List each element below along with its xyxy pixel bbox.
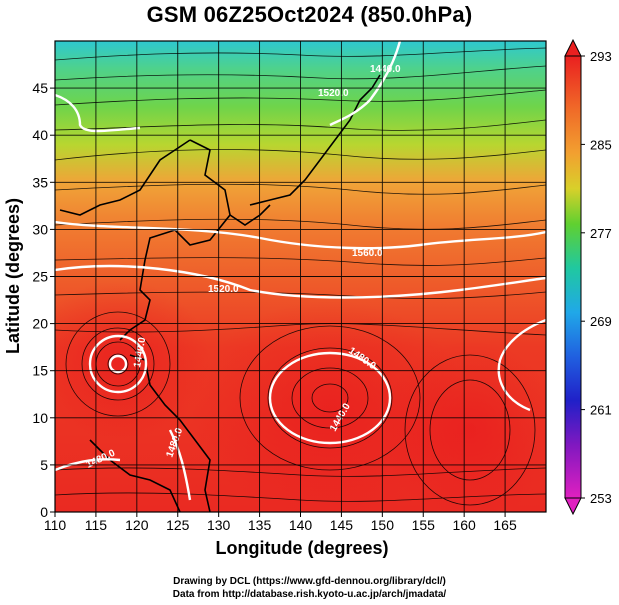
footer-credit-data: Data from http://database.rish.kyoto-u.a… <box>172 589 447 600</box>
y-axis-ticks: 0 5 10 15 20 25 30 35 40 45 <box>32 80 55 520</box>
x-tick-label: 140 <box>289 517 313 533</box>
x-tick-label: 130 <box>207 517 231 533</box>
colorbar-label: 293 <box>590 49 612 64</box>
colorbar-label: 261 <box>590 403 612 418</box>
grid <box>55 41 546 512</box>
footer-credit-dcl: Drawing by DCL (https://www.gfd-dennou.o… <box>173 576 446 587</box>
y-tick-label: 10 <box>32 410 48 426</box>
y-tick-label: 0 <box>40 504 48 520</box>
colorbar-top-arrow <box>564 38 582 57</box>
contour-label: 1440.0 <box>370 64 401 75</box>
y-tick-label: 5 <box>40 457 48 473</box>
y-tick-label: 45 <box>32 80 48 96</box>
y-tick-label: 40 <box>32 127 48 143</box>
colorbar-label: 269 <box>590 314 612 329</box>
coastlines <box>59 74 381 512</box>
x-tick-label: 150 <box>371 517 395 533</box>
contour-label: 1520.0 <box>208 284 239 295</box>
x-tick-label: 155 <box>412 517 436 533</box>
y-tick-label: 15 <box>32 363 48 379</box>
colorbar-bottom-arrow <box>564 497 582 516</box>
x-tick-label: 115 <box>85 517 108 533</box>
x-tick-label: 145 <box>330 517 354 533</box>
y-tick-label: 25 <box>32 269 48 285</box>
x-tick-label: 135 <box>248 517 272 533</box>
y-tick-label: 30 <box>32 221 48 237</box>
colorbar-label: 253 <box>590 491 612 506</box>
contour-label: 1440.0 <box>132 336 148 368</box>
contour-label: 1560.0 <box>352 248 383 259</box>
colorbar-label: 277 <box>590 226 612 241</box>
colorbar-label: 285 <box>590 137 612 152</box>
y-axis-title: Latitude (degrees) <box>3 198 23 354</box>
height-contours <box>55 41 546 501</box>
x-tick-label: 120 <box>125 517 149 533</box>
y-tick-label: 35 <box>32 174 48 190</box>
x-tick-label: 160 <box>452 517 476 533</box>
colorbar-body <box>564 55 582 499</box>
x-tick-label: 110 <box>44 517 67 533</box>
colorbar: 293 285 277 269 261 253 <box>564 38 612 516</box>
chart-title: GSM 06Z25Oct2024 (850.0hPa) <box>146 2 473 27</box>
x-axis-title: Longitude (degrees) <box>215 538 388 558</box>
y-tick-label: 20 <box>32 316 48 332</box>
contour-label: 1520.0 <box>318 88 349 99</box>
contour-labels: 1440.0 1520.0 1560.0 1520.0 1440.0 1480.… <box>85 64 401 471</box>
colorbar-ticks: 293 285 277 269 261 253 <box>581 49 612 506</box>
x-tick-label: 125 <box>166 517 190 533</box>
x-tick-label: 165 <box>493 517 517 533</box>
x-axis-ticks: 110 115 120 125 130 135 140 145 150 155 160 165 <box>44 512 517 533</box>
